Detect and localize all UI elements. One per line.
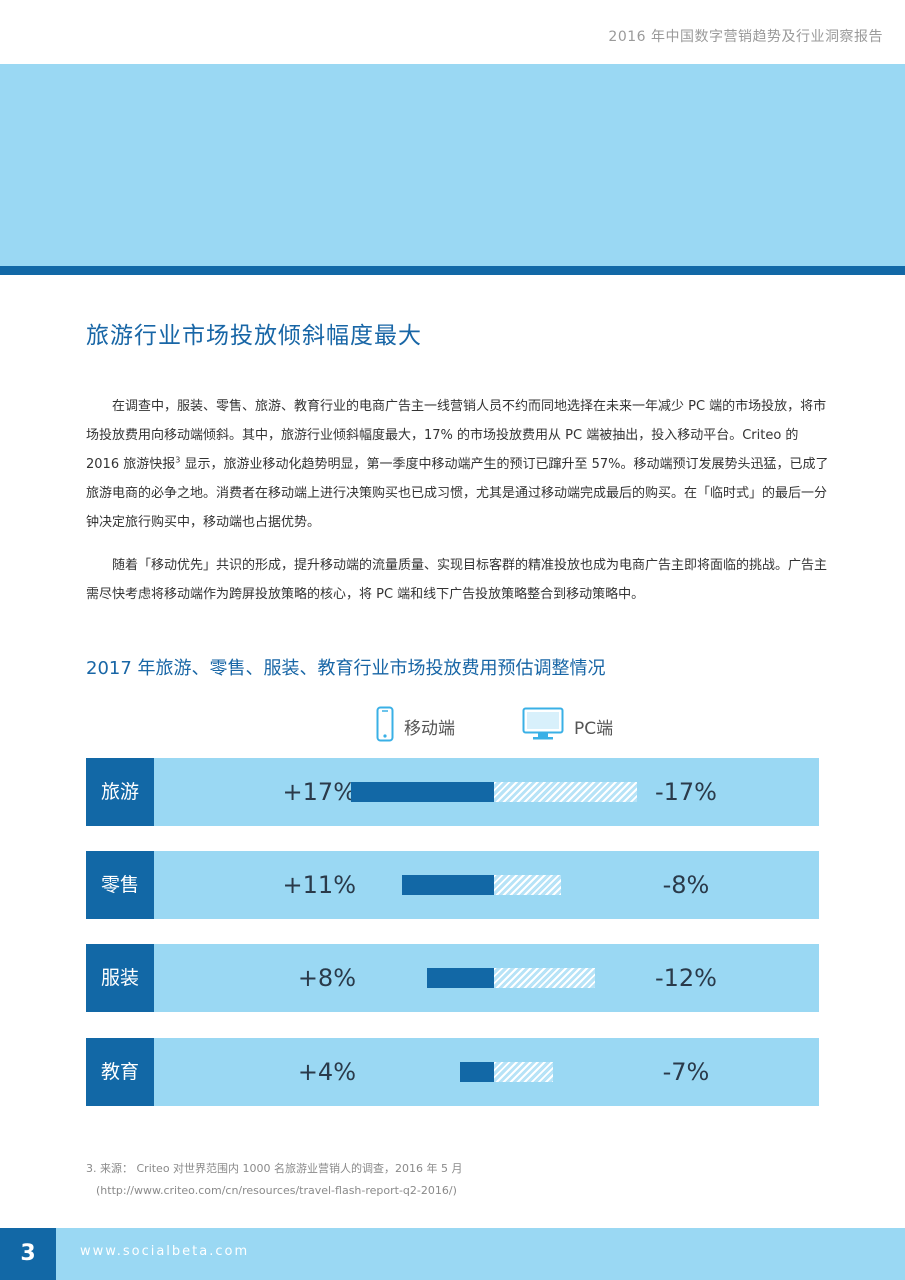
pc-value-label: -17% <box>654 778 717 806</box>
pc-value-label: -8% <box>662 871 710 899</box>
footnote-url[interactable]: (http://www.criteo.com/cn/resources/trav… <box>96 1184 457 1197</box>
pc-value-label: -7% <box>662 1058 710 1086</box>
mobile-value-label: +11% <box>282 871 356 899</box>
paragraph-2: 随着「移动优先」共识的形成，提升移动端的流量质量、实现目标客群的精准投放也成为电… <box>86 558 828 602</box>
pc-value-label: -12% <box>654 964 717 992</box>
footnote-ref: 3 <box>175 455 181 465</box>
mobile-bar <box>401 875 494 895</box>
mobile-value-label: +4% <box>297 1058 356 1086</box>
category-label: 零售 <box>86 851 154 919</box>
monitor-icon <box>522 707 564 745</box>
paragraph-1-part-b: 显示，旅游业移动化趋势明显，第一季度中移动端产生的预订已蹿升至 57%。移动端预… <box>86 457 829 530</box>
legend-mobile-label: 移动端 <box>404 718 455 739</box>
footnote-source: 3. 来源： Criteo 对世界范围内 1000 名旅游业营销人的调查，201… <box>86 1162 463 1175</box>
category-label: 服装 <box>86 944 154 1012</box>
body-text: 在调查中，服装、零售、旅游、教育行业的电商广告主一线营销人员不约而同地选择在未来… <box>86 392 831 623</box>
pc-bar <box>494 1062 553 1082</box>
pc-bar <box>494 968 595 988</box>
mobile-bar <box>426 968 494 988</box>
chart-row: 教育 +4% -7% <box>86 1038 819 1106</box>
mobile-bar <box>460 1062 494 1082</box>
legend-pc: PC端 <box>522 706 613 746</box>
paragraph-1: 在调查中，服装、零售、旅游、教育行业的电商广告主一线营销人员不约而同地选择在未来… <box>86 392 831 537</box>
legend-pc-label: PC端 <box>574 718 614 739</box>
chart-legend: 移动端 PC端 <box>0 706 905 746</box>
paragraph-1-part-a: 在调查中，服装、零售、旅游、教育行业的电商广告主一线营销人员不约而同地选择在未来… <box>86 399 827 472</box>
report-title: 2016 年中国数字营销趋势及行业洞察报告 <box>608 29 883 45</box>
mobile-value-label: +17% <box>282 778 356 806</box>
banner-rule <box>0 266 905 275</box>
chart-title: 2017 年旅游、零售、服装、教育行业市场投放费用预估调整情况 <box>86 658 606 679</box>
pc-bar <box>494 875 562 895</box>
smartphone-icon <box>376 706 394 746</box>
page-number: 3 <box>0 1228 56 1280</box>
footnote: 3. 来源： Criteo 对世界范围内 1000 名旅游业营销人的调查，201… <box>86 1158 463 1202</box>
mobile-value-label: +8% <box>297 964 356 992</box>
category-label: 旅游 <box>86 758 154 826</box>
chart-row: 服装 +8% -12% <box>86 944 819 1012</box>
banner <box>0 64 905 266</box>
footer-band <box>0 1228 905 1280</box>
mobile-bar <box>351 782 494 802</box>
section-title: 旅游行业市场投放倾斜幅度最大 <box>86 323 422 349</box>
chart-row: 旅游 +17% -17% <box>86 758 819 826</box>
footer-site-link[interactable]: www.socialbeta.com <box>80 1244 250 1259</box>
category-label: 教育 <box>86 1038 154 1106</box>
pc-bar <box>494 782 637 802</box>
legend-mobile: 移动端 <box>376 706 455 746</box>
chart-row: 零售 +11% -8% <box>86 851 819 919</box>
